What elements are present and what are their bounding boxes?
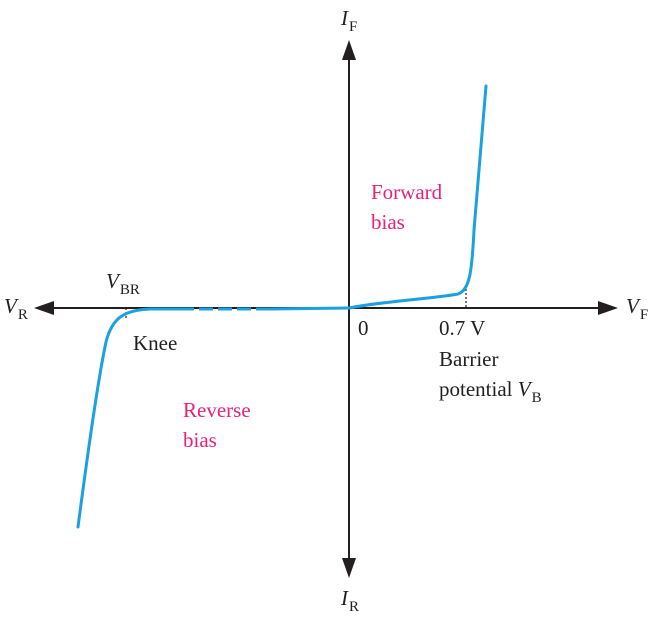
voltage-axis-left-arrow-icon	[34, 301, 54, 315]
vr-subscript: R	[17, 307, 28, 323]
knee-label: Knee	[133, 331, 178, 355]
barrier-voltage-label: 0.7 V	[439, 316, 486, 340]
vf-subscript: F	[639, 307, 649, 323]
origin-label: 0	[358, 316, 369, 340]
vf-axis-label: VF	[626, 294, 648, 323]
barrier-label-line2: potential VB	[439, 377, 542, 406]
reverse-bias-label-line1: Reverse	[183, 398, 251, 422]
voltage-axis-right-arrow-icon	[598, 301, 618, 315]
forward-bias-label-line1: Forward	[371, 180, 443, 204]
vr-symbol: V	[4, 294, 17, 318]
forward-bias-label-line2: bias	[371, 210, 405, 234]
barrier-potential-text: potential	[439, 377, 518, 401]
reverse-breakdown-curve	[76, 307, 192, 529]
ir-subscript: R	[349, 599, 360, 615]
vb-subscript: B	[531, 390, 542, 406]
barrier-label-line1: Barrier	[439, 347, 499, 371]
vbr-symbol: V	[106, 269, 119, 293]
reverse-leakage-curve	[268, 306, 351, 311]
if-subscript: F	[349, 19, 358, 35]
vr-axis-label: VR	[4, 294, 28, 323]
vbr-subscript: BR	[119, 282, 140, 298]
current-axis-down-arrow-icon	[342, 558, 356, 578]
reverse-bias-label-line2: bias	[183, 428, 217, 452]
if-axis-label: IF	[341, 6, 357, 35]
ir-symbol: I	[341, 586, 348, 610]
vf-symbol: V	[626, 294, 639, 318]
ir-axis-label: IR	[341, 586, 359, 615]
forward-bias-curve	[347, 84, 488, 310]
if-symbol: I	[341, 6, 348, 30]
current-axis-up-arrow-icon	[342, 40, 356, 60]
vb-symbol: V	[517, 377, 531, 401]
vbr-label: VBR	[106, 269, 140, 298]
